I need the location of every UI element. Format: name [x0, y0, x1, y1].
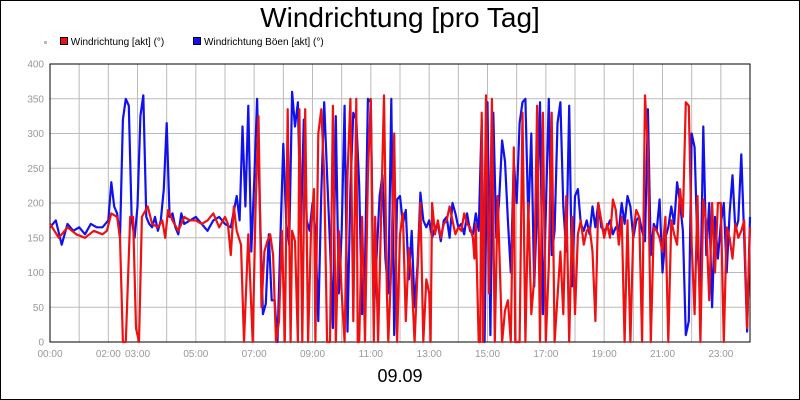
- x-tick-label: 02:00: [96, 349, 121, 360]
- x-tick-label: 19:00: [592, 349, 617, 360]
- y-tick-label: 200: [27, 199, 44, 210]
- legend-swatch-series-2: [193, 37, 202, 45]
- y-tick-label: 100: [27, 268, 44, 279]
- y-tick-label: 50: [33, 303, 45, 314]
- y-tick-label: 350: [27, 94, 44, 105]
- y-tick-label: 150: [27, 233, 44, 244]
- x-tick-label: 05:00: [183, 349, 208, 360]
- chart-title: Windrichtung [pro Tag]: [260, 2, 540, 33]
- y-tick-label: 250: [27, 164, 44, 175]
- series-line-1: [49, 94, 752, 344]
- plot-border: [49, 63, 751, 343]
- x-tick-label: 23:00: [708, 349, 733, 360]
- x-tick-label: 17:00: [533, 349, 558, 360]
- legend-dot-icon: [44, 41, 47, 44]
- legend-label-series-1: Windrichtung [akt] (°): [70, 37, 165, 48]
- chart-legend: Windrichtung [akt] (°) Windrichtung Böen…: [44, 37, 350, 48]
- legend-swatch-series-1: [59, 37, 68, 45]
- y-tick-label: 400: [27, 60, 44, 71]
- x-tick-label: 11:00: [359, 349, 384, 360]
- x-tick-label: 09:00: [300, 349, 325, 360]
- legend-item-series-1: Windrichtung [akt] (°): [59, 37, 165, 48]
- x-tick-label: 03:00: [125, 349, 150, 360]
- y-tick-label: 0: [38, 338, 44, 349]
- legend-item-series-2: Windrichtung Böen [akt] (°): [193, 37, 324, 48]
- chart-date-label: 09.09: [377, 366, 423, 386]
- y-tick-label: 300: [27, 129, 44, 140]
- x-tick-label: 13:00: [417, 349, 442, 360]
- x-tick-label: 00:00: [37, 349, 62, 360]
- x-tick-label: 21:00: [650, 349, 675, 360]
- x-tick-label: 15:00: [475, 349, 500, 360]
- legend-label-series-2: Windrichtung Böen [akt] (°): [204, 37, 324, 48]
- x-tick-label: 07:00: [242, 349, 267, 360]
